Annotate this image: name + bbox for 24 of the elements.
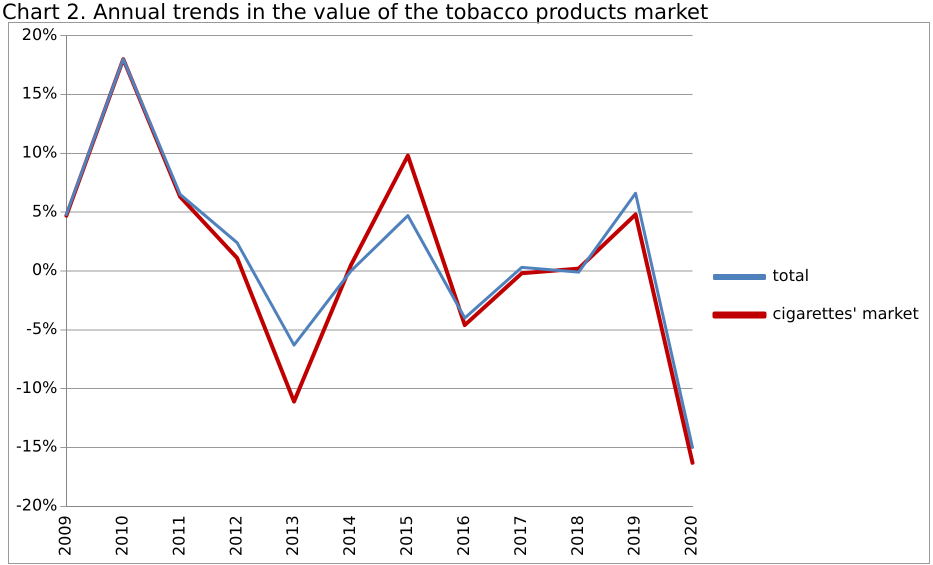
x-tick-label: 2014 [340,515,360,556]
x-tick-label: 2018 [568,515,587,556]
y-tick-label: -20% [16,495,58,514]
x-tick-label: 2015 [397,515,416,556]
y-tick-label: 15% [22,84,58,103]
y-tick-label: 5% [32,201,58,220]
x-tick-label: 2016 [454,515,473,556]
x-tick-label: 2011 [169,515,188,556]
x-tick-label: 2017 [510,515,530,556]
y-tick-label: 20% [22,24,58,44]
x-tick-label: 2009 [55,515,74,556]
y-tick-label: 0% [32,260,58,280]
y-tick-label: -15% [16,436,58,456]
x-tick-label: 2013 [283,515,302,556]
x-tick-label: 2020 [682,515,701,556]
chart-title: Chart 2. Annual trends in the value of the tobacco products market [1,0,710,24]
y-tick-label: -10% [16,378,58,397]
legend-label: total [772,266,810,286]
y-tick-label: -5% [26,318,58,338]
x-tick-label: 2012 [226,515,246,556]
y-tick-label: 10% [22,142,58,162]
legend-label: cigarettes' market [772,304,919,324]
x-tick-label: 2019 [624,515,644,556]
x-tick-label: 2010 [112,515,132,556]
